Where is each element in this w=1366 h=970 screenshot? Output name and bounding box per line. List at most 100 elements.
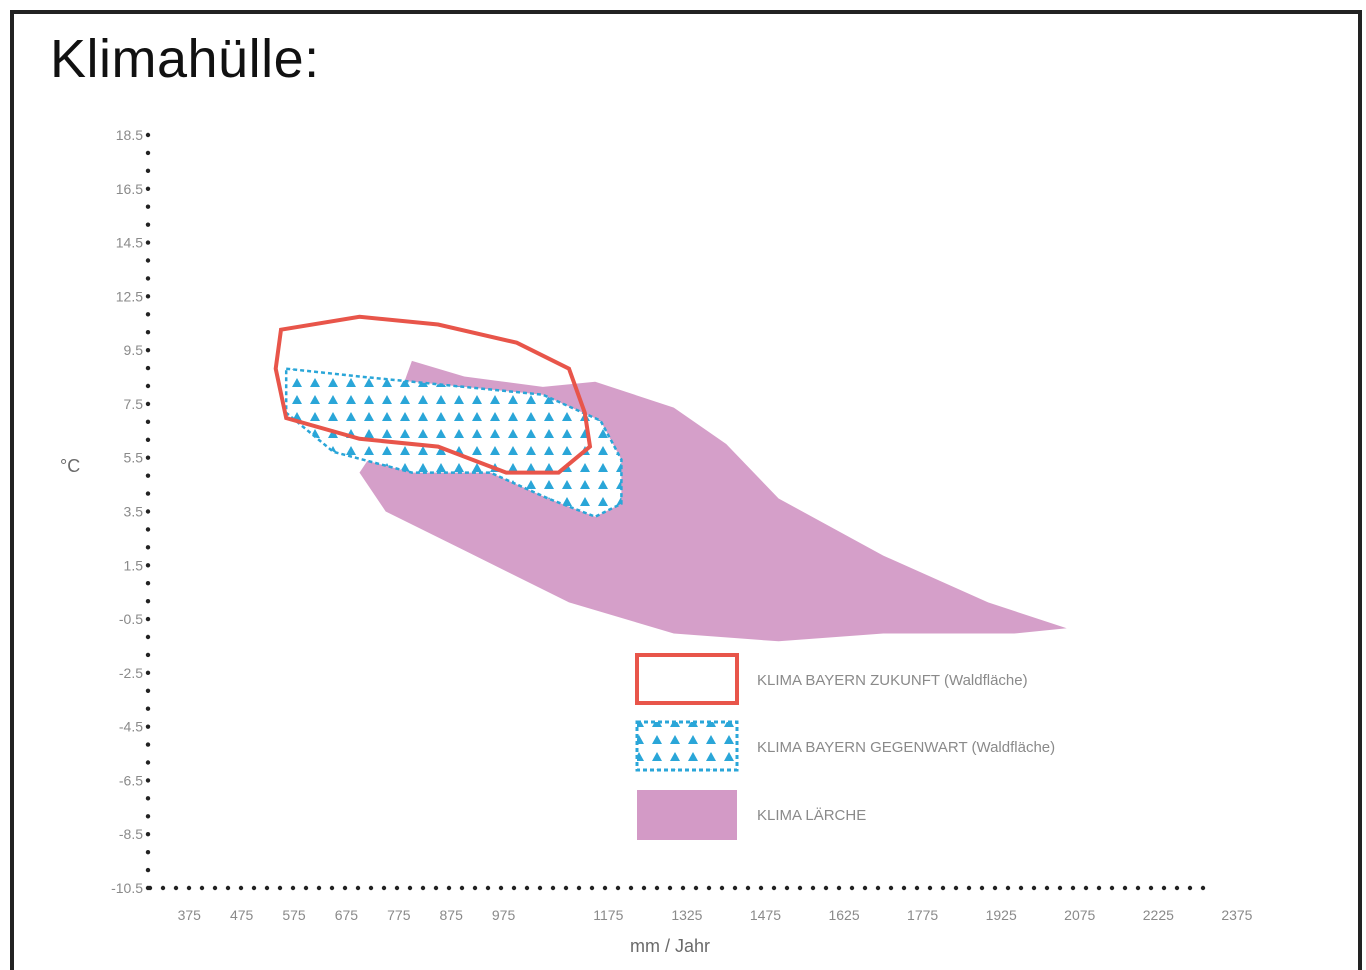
x-axis-dot [394,885,400,891]
x-axis-dot [472,885,478,891]
legend-label: KLIMA BAYERN ZUKUNFT (Waldfläche) [757,672,1028,689]
x-axis-dot [225,885,231,891]
y-tick-label: -10.5 [111,880,143,896]
y-tick-label: -8.5 [119,826,143,842]
y-minor-tick [145,706,151,711]
x-tick-label: 2375 [1221,907,1252,923]
x-axis-dot [550,885,556,891]
x-axis-dot [355,885,361,891]
y-minor-tick [145,760,151,765]
x-axis-dot [953,885,959,891]
y-tick-label: -4.5 [119,719,143,735]
x-axis-dot [1005,885,1011,891]
y-minor-tick [145,258,151,263]
y-minor-tick [145,419,151,425]
y-tick-mark [145,294,151,299]
y-minor-tick [145,383,151,389]
y-tick-mark [145,401,151,407]
y-minor-tick [145,814,151,819]
x-tick-label: 575 [282,907,306,923]
x-axis-dot [758,885,764,891]
y-tick-mark [145,563,151,568]
y-tick-label: 5.5 [124,450,144,466]
x-tick-label: 675 [335,907,359,923]
x-axis-dot [1057,885,1063,891]
x-tick-label: 775 [387,907,411,923]
x-axis-dot [186,885,192,891]
y-tick-label: 3.5 [124,504,144,520]
x-axis-dot [862,885,868,891]
x-axis-dot [745,885,751,891]
x-axis-dot [147,885,153,891]
x-axis-dot [524,885,530,891]
x-axis-dot [615,885,621,891]
y-minor-tick [145,742,151,747]
y-minor-tick [145,312,151,317]
x-axis-dot [602,885,608,891]
x-axis-dot [888,885,894,891]
y-minor-tick [145,652,151,658]
x-tick-label: 1625 [828,907,859,923]
y-axis-label: °C [60,456,80,476]
x-tick-label: 2225 [1143,907,1174,923]
y-minor-tick [145,581,151,586]
x-axis-dot [732,885,738,891]
x-axis-dot [303,885,309,891]
y-minor-tick [145,437,151,442]
x-axis-dot [810,885,816,891]
y-tick-label: 16.5 [116,181,143,197]
x-axis-dot [199,885,205,891]
x-axis-dot [1018,885,1024,891]
x-axis-dot [1148,885,1154,891]
y-minor-tick [145,276,151,281]
legend-swatch-laerche [637,790,737,840]
y-tick-label: -6.5 [119,772,143,788]
y-minor-tick [145,150,151,156]
x-axis-dot [992,885,998,891]
x-axis-dot [706,885,712,891]
x-axis-dot [511,885,517,891]
y-minor-tick [145,330,151,335]
legend-swatch-zukunft [635,653,739,705]
y-minor-tick [145,849,151,855]
x-axis-dot [1096,885,1102,891]
x-axis-dot [1122,885,1128,891]
y-tick-label: 12.5 [116,288,143,304]
x-axis-dot [693,885,699,891]
x-axis-dot [160,885,166,891]
x-tick-label: 1775 [907,907,938,923]
y-tick-mark [145,670,151,676]
x-axis-dot [1200,885,1206,891]
x-tick-label: 475 [230,907,254,923]
x-tick-label: 875 [440,907,464,923]
x-axis-dot [498,885,504,891]
x-axis-dot [420,885,426,891]
x-axis-dot [485,885,491,891]
x-axis-dot [914,885,920,891]
area-klima-bayern-gegenwart [284,367,623,519]
x-axis-dot [329,885,335,891]
y-minor-tick [145,168,151,174]
y-tick-mark [145,778,151,783]
x-axis-dot [654,885,660,891]
x-axis-dot [1187,885,1193,891]
y-tick-label: 18.5 [116,127,143,143]
y-tick-mark [145,455,151,460]
y-tick-label: -0.5 [119,611,143,627]
legend-label: KLIMA LÄRCHE [757,807,866,824]
x-axis-dot [290,885,296,891]
x-axis-dot [680,885,686,891]
x-axis-dot [901,885,907,891]
y-tick-label: 9.5 [124,342,144,358]
x-tick-label: 2075 [1064,907,1095,923]
y-tick-mark [145,509,151,514]
x-axis-dot [849,885,855,891]
y-minor-tick [145,634,151,640]
y-minor-tick [145,796,151,801]
x-axis-dot [407,885,413,891]
y-tick-mark [145,347,151,353]
x-axis-dot [251,885,257,891]
x-axis-dot [576,885,582,891]
x-axis-dot [537,885,543,891]
